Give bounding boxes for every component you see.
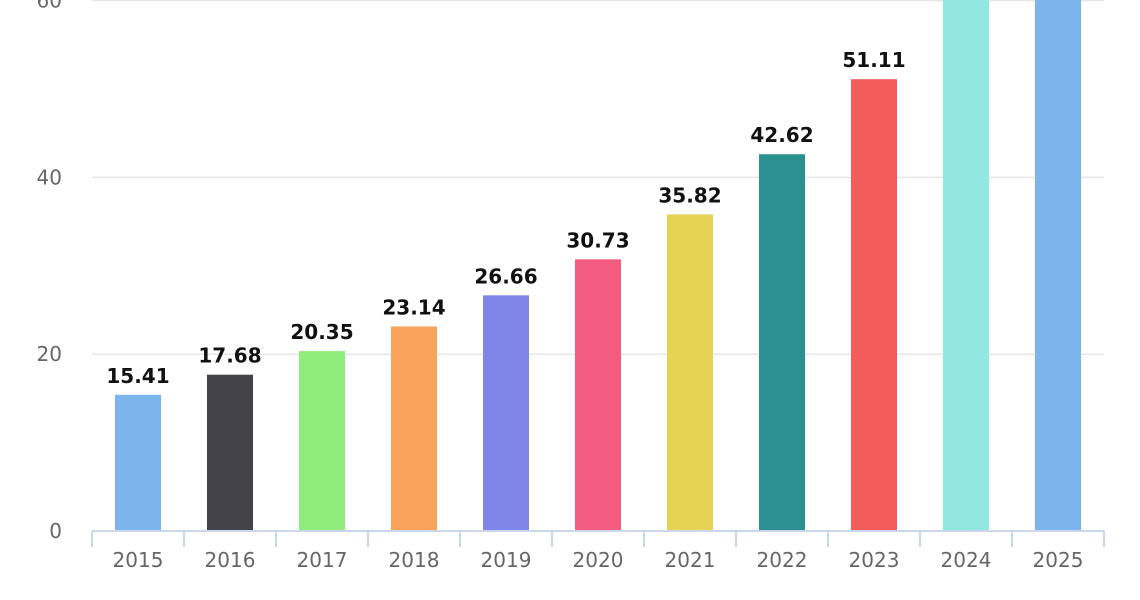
x-axis: 2015 2016 2017 2018 2019 2020 2021 2022 2023 2024…: [91, 530, 1105, 572]
bar-2025: [1035, 0, 1081, 532]
x-tick-label-2018: 2018: [389, 548, 440, 572]
x-tick-label-2023: 2023: [849, 548, 900, 572]
bar-2022: [759, 154, 805, 531]
x-tick-label-2019: 2019: [481, 548, 532, 572]
data-label-2017: 20.35: [290, 320, 353, 344]
data-label-2020: 30.73: [566, 228, 629, 252]
data-label-2021: 35.82: [658, 183, 721, 207]
data-label-2019: 26.66: [474, 264, 537, 288]
x-tick-label-2021: 2021: [665, 548, 716, 572]
data-label-2015: 15.41: [106, 364, 169, 388]
data-label-2023: 51.11: [842, 48, 905, 72]
y-tick-label-60: 60: [37, 0, 62, 13]
data-labels: 15.41 17.68 20.35 23.14 26.66 30.73 35.82 42.62…: [106, 48, 905, 388]
data-label-2018: 23.14: [382, 295, 445, 319]
data-label-2016: 17.68: [198, 344, 261, 368]
x-tick-label-2016: 2016: [205, 548, 256, 572]
y-tick-label-20: 20: [37, 342, 62, 366]
bar-2018: [391, 326, 437, 531]
bar-2024: [943, 0, 989, 532]
x-tick-label-2020: 2020: [573, 548, 624, 572]
bars: [115, 0, 1081, 532]
x-tick-label-2024: 2024: [941, 548, 992, 572]
bar-2021: [667, 214, 713, 531]
bar-2019: [483, 295, 529, 531]
x-tick-label-2022: 2022: [757, 548, 808, 572]
bar-2020: [575, 259, 621, 531]
bar-2017: [299, 351, 345, 531]
y-tick-label-0: 0: [49, 519, 62, 543]
x-tick-label-2017: 2017: [297, 548, 348, 572]
x-tick-label-2015: 2015: [113, 548, 164, 572]
y-tick-label-40: 40: [37, 165, 62, 189]
bar-2015: [115, 394, 161, 531]
data-label-2022: 42.62: [750, 123, 813, 147]
bar-2016: [207, 374, 253, 531]
x-tick-label-2025: 2025: [1033, 548, 1084, 572]
y-axis-ticks: 0 20 40 60: [37, 0, 62, 543]
bar-2023: [851, 79, 897, 532]
